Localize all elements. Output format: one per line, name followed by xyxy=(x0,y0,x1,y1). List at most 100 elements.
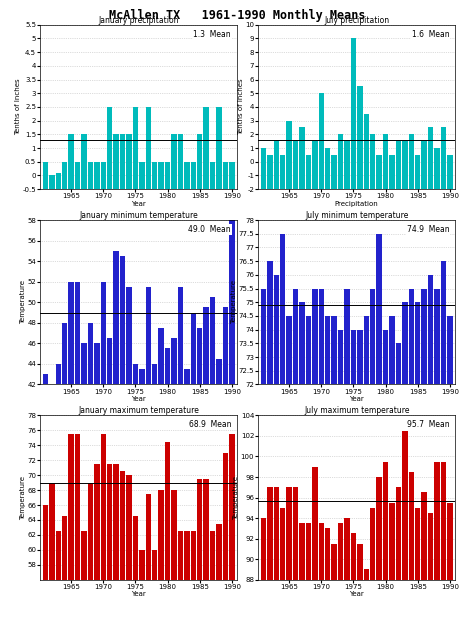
Bar xyxy=(133,516,138,580)
Bar xyxy=(68,135,74,189)
Bar xyxy=(280,155,285,189)
Bar xyxy=(286,487,292,580)
Title: January minimum temperature: January minimum temperature xyxy=(79,211,198,220)
Bar xyxy=(273,141,279,189)
Bar xyxy=(139,550,145,580)
Bar xyxy=(434,148,440,189)
Bar xyxy=(370,135,375,189)
Bar xyxy=(402,303,408,384)
Bar xyxy=(88,323,93,384)
Bar xyxy=(389,155,395,189)
X-axis label: Year: Year xyxy=(349,591,364,597)
Bar xyxy=(133,107,138,189)
Bar xyxy=(146,287,151,384)
Bar xyxy=(62,323,67,384)
Bar xyxy=(319,93,324,189)
Bar xyxy=(133,364,138,384)
Bar xyxy=(273,487,279,580)
Bar xyxy=(197,135,202,189)
Bar xyxy=(55,173,61,189)
Bar xyxy=(49,482,55,580)
Bar xyxy=(364,114,369,189)
X-axis label: Year: Year xyxy=(131,591,146,597)
Bar xyxy=(319,523,324,580)
Bar xyxy=(338,523,343,580)
Bar xyxy=(370,288,375,384)
Bar xyxy=(152,550,157,580)
Bar xyxy=(184,162,190,189)
Bar xyxy=(107,338,112,384)
Bar xyxy=(357,544,363,580)
Bar xyxy=(158,490,164,580)
Bar xyxy=(338,135,343,189)
Bar xyxy=(223,162,228,189)
Bar xyxy=(191,531,196,580)
Bar xyxy=(120,471,125,580)
Bar xyxy=(396,141,401,189)
Bar xyxy=(75,281,80,384)
Bar xyxy=(100,434,106,580)
Bar xyxy=(293,288,298,384)
Bar xyxy=(171,338,177,384)
Bar xyxy=(280,508,285,580)
Bar xyxy=(389,316,395,384)
Title: July minimum temperature: July minimum temperature xyxy=(305,211,409,220)
Bar xyxy=(43,374,48,384)
Bar xyxy=(299,128,305,189)
Bar xyxy=(203,107,209,189)
Bar xyxy=(357,330,363,384)
Bar xyxy=(165,441,170,580)
Bar xyxy=(229,220,235,384)
Title: January maximum temperature: January maximum temperature xyxy=(78,406,199,415)
Bar xyxy=(428,513,433,580)
Bar xyxy=(409,472,414,580)
Text: 68.9  Mean: 68.9 Mean xyxy=(189,420,231,429)
Title: January precipitation: January precipitation xyxy=(99,16,179,25)
Bar xyxy=(428,128,433,189)
Bar xyxy=(331,155,337,189)
Bar xyxy=(68,281,74,384)
Bar xyxy=(197,328,202,384)
Bar xyxy=(351,330,356,384)
Bar xyxy=(126,287,132,384)
Bar xyxy=(81,531,87,580)
Bar xyxy=(299,523,305,580)
Bar xyxy=(376,477,382,580)
Bar xyxy=(75,434,80,580)
Bar xyxy=(216,524,222,580)
Bar xyxy=(171,135,177,189)
Bar xyxy=(165,162,170,189)
Bar xyxy=(421,141,427,189)
Bar xyxy=(344,288,350,384)
Y-axis label: Temperature: Temperature xyxy=(20,280,26,324)
X-axis label: Year: Year xyxy=(131,201,146,206)
Bar xyxy=(415,155,420,189)
Bar xyxy=(421,288,427,384)
Text: 1.3  Mean: 1.3 Mean xyxy=(193,30,231,38)
Bar xyxy=(229,434,235,580)
Bar xyxy=(88,482,93,580)
Bar xyxy=(178,287,183,384)
Bar xyxy=(216,359,222,384)
Bar xyxy=(107,107,112,189)
Bar xyxy=(113,464,119,580)
Bar xyxy=(62,516,67,580)
Bar xyxy=(306,316,311,384)
Bar xyxy=(113,251,119,384)
Bar xyxy=(152,364,157,384)
Bar xyxy=(191,312,196,384)
Bar xyxy=(383,462,388,580)
Bar xyxy=(210,297,215,384)
Y-axis label: Temperature: Temperature xyxy=(233,476,239,520)
Bar xyxy=(191,162,196,189)
Bar xyxy=(325,148,330,189)
Bar xyxy=(210,162,215,189)
Bar xyxy=(49,384,55,405)
Bar xyxy=(396,343,401,384)
Bar xyxy=(306,155,311,189)
Bar xyxy=(267,261,273,384)
Bar xyxy=(146,494,151,580)
Bar xyxy=(312,288,318,384)
Bar xyxy=(267,487,273,580)
Y-axis label: Temperature: Temperature xyxy=(231,280,237,324)
